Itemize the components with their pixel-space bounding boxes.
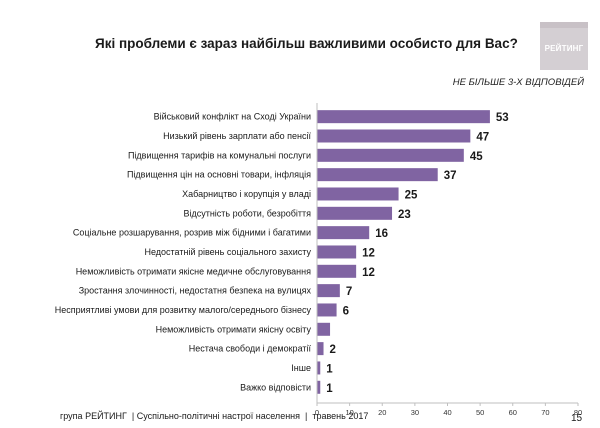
category-label: Підвищення тарифів на комунальні послуги [128, 150, 311, 160]
logo-stripe [540, 22, 588, 28]
bar [317, 226, 370, 240]
x-tick-label: 30 [411, 408, 419, 417]
category-label: Несприятливі умови для розвитку малого/с… [55, 305, 312, 315]
value-label: 53 [496, 112, 509, 124]
value-label: 12 [362, 247, 375, 259]
category-label: Зростання злочинності, недостатня безпек… [79, 286, 312, 296]
category-label: Неможливість отримати якісну освіту [156, 324, 312, 334]
bar [317, 110, 490, 124]
x-tick-label: 50 [476, 408, 484, 417]
category-label: Недостатній рівень соціального захисту [144, 247, 311, 257]
bar [317, 168, 438, 182]
x-tick-label: 20 [378, 408, 386, 417]
bar [317, 361, 321, 375]
bar [317, 148, 464, 162]
bar [317, 322, 331, 336]
value-label: 2 [330, 344, 336, 356]
category-label: Неможливість отримати якісне медичне обс… [76, 266, 311, 276]
value-label: 1 [326, 383, 333, 395]
value-label: 47 [476, 131, 489, 143]
page-number: 15 [571, 413, 583, 424]
value-label: 6 [343, 305, 349, 317]
value-label: 37 [444, 170, 457, 182]
category-label: Нестача свободи і демократії [189, 344, 312, 354]
value-label: 1 [326, 363, 333, 375]
value-label: 7 [346, 286, 352, 298]
chart-title: Які проблеми є зараз найбільш важливими … [95, 36, 518, 51]
value-label: 16 [375, 228, 388, 240]
value-label: 45 [470, 151, 483, 163]
bar [317, 264, 357, 278]
category-label: Військовий конфлікт на Сході України [154, 112, 311, 122]
x-tick-label: 60 [509, 408, 517, 417]
category-label: Соціальне розшарування, розрив між бідни… [73, 228, 311, 238]
bar [317, 129, 471, 143]
x-tick-label: 0 [315, 408, 319, 417]
category-label: Підвищення цін на основні товари, інфляц… [127, 170, 311, 180]
value-label: 23 [398, 209, 411, 221]
value-label: 12 [362, 267, 375, 279]
rating-logo: РЕЙТИНГ [540, 22, 588, 70]
bar [317, 206, 393, 220]
logo-text: РЕЙТИНГ [544, 44, 584, 53]
footer-text: група РЕЙТИНГ | Суспільно-політичні наст… [60, 411, 369, 421]
bar [317, 187, 399, 201]
bar [317, 342, 324, 356]
value-label: 25 [405, 189, 418, 201]
x-tick-label: 70 [541, 408, 549, 417]
bar [317, 303, 337, 317]
category-label: Важко відповісти [240, 382, 311, 392]
bar [317, 284, 340, 298]
bar [317, 245, 357, 259]
category-label: Інше [291, 363, 311, 373]
bar [317, 380, 321, 394]
x-tick-label: 80 [574, 408, 582, 417]
category-label: Хабарництво і корупція у владі [182, 189, 311, 199]
category-label: Відсутність роботи, безробіття [183, 208, 311, 218]
chart-subtitle: НЕ БІЛЬШЕ 3-Х ВІДПОВІДЕЙ [452, 77, 584, 88]
x-tick-label: 10 [345, 408, 353, 417]
category-label: Низький рівень зарплати або пенсії [163, 131, 311, 141]
x-tick-label: 40 [443, 408, 451, 417]
